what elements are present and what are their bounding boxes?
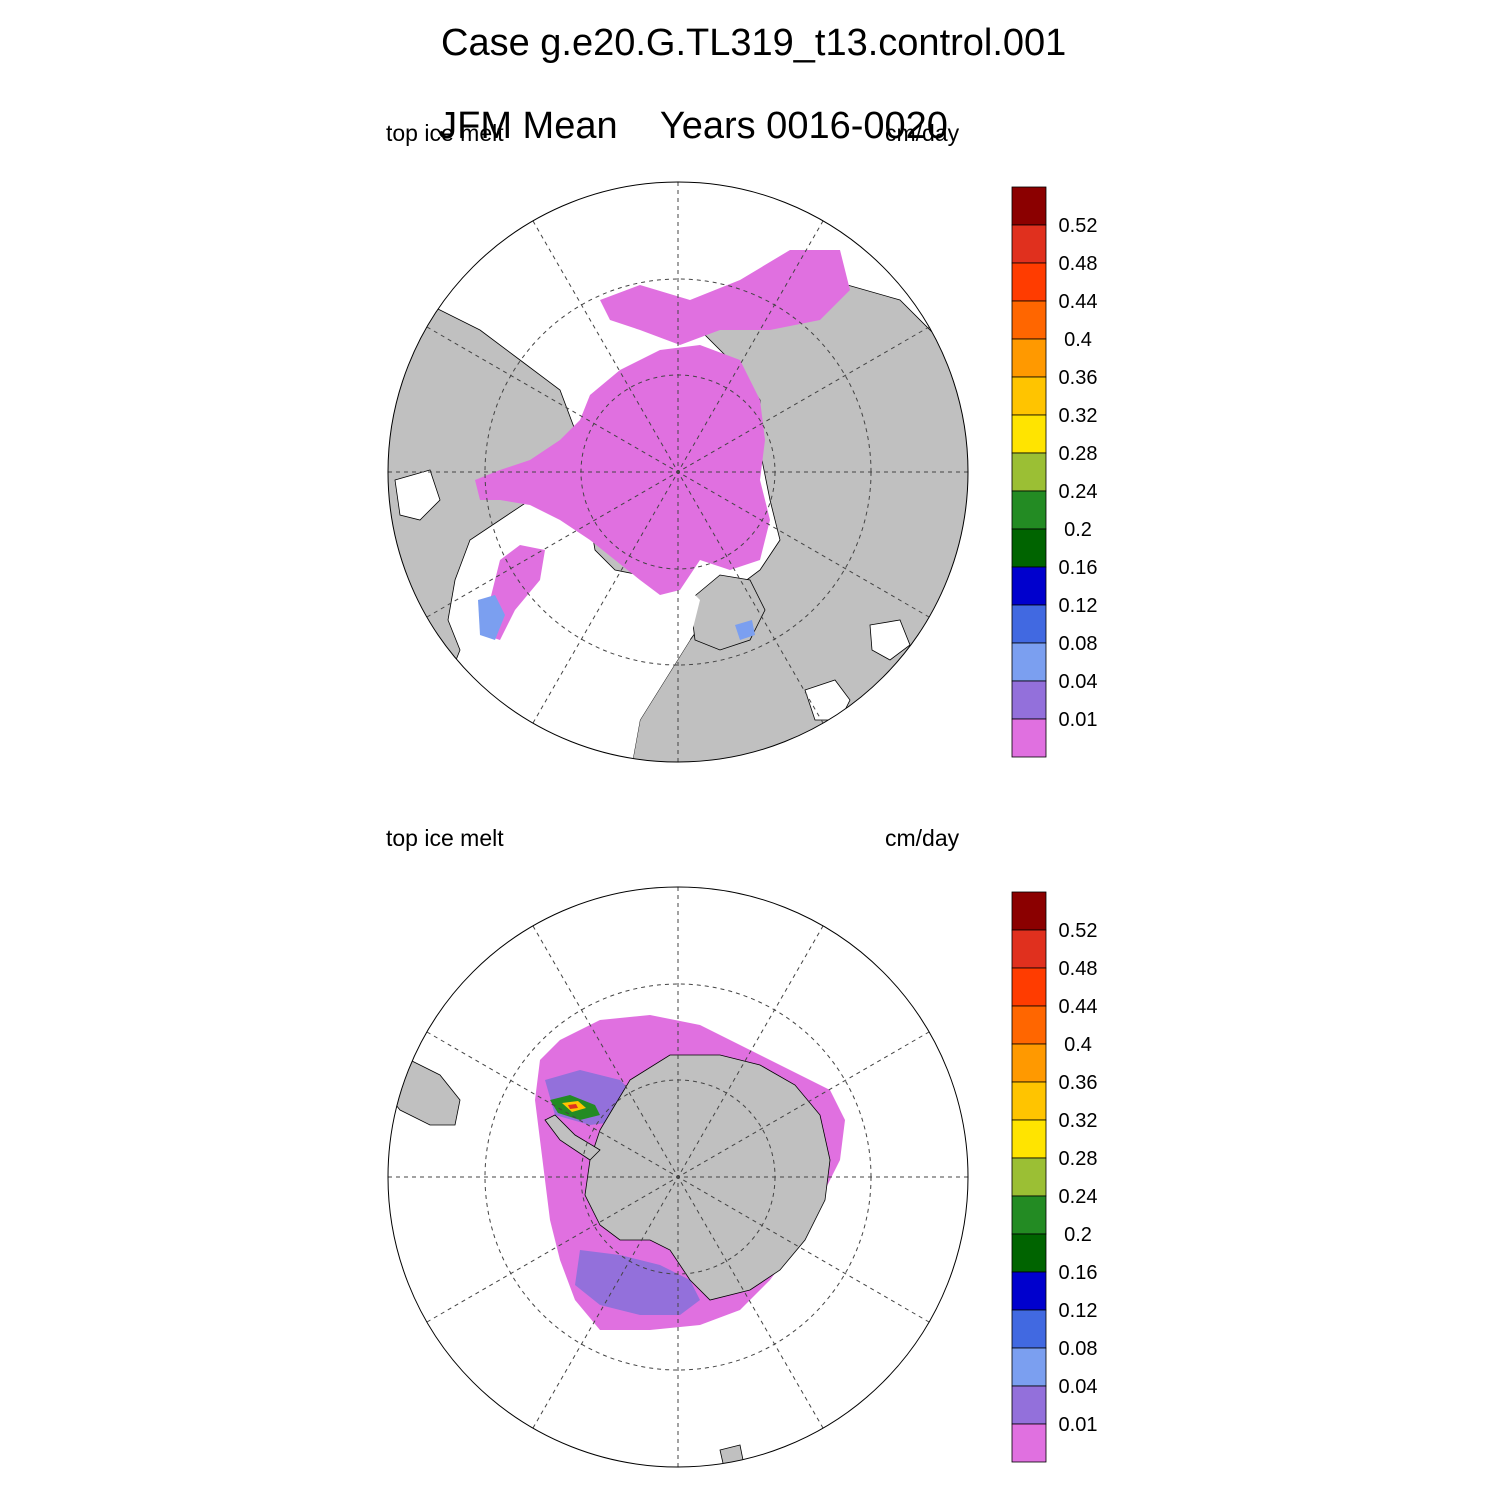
arctic-colorbar-label: 0.12 xyxy=(1059,595,1098,617)
antarctic-colorbar-box xyxy=(1011,1423,1047,1463)
arctic-colorbar-label: 0.16 xyxy=(1059,557,1098,579)
years-label: Years 0016-0020 xyxy=(659,105,948,147)
antarctic-colorbar-box xyxy=(1011,929,1047,969)
arctic-asia-lake xyxy=(869,619,911,661)
antarctic-colorbar-box xyxy=(1011,1043,1047,1083)
arctic-colorbar-box xyxy=(1011,452,1047,492)
antarctic-colorbar-box xyxy=(1011,1385,1047,1425)
arctic-colorbar-box xyxy=(1011,642,1047,682)
antarctic-colorbar-label: 0.01 xyxy=(1059,1414,1098,1436)
arctic-colorbar-label: 0.2 xyxy=(1064,519,1092,541)
arctic-colorbar-label: 0.08 xyxy=(1059,633,1098,655)
plot-case-title: Case g.e20.G.TL319_t13.control.001 xyxy=(441,22,1067,64)
antarctic-weddell-melt xyxy=(575,1250,700,1315)
arctic-sea-ice xyxy=(475,345,770,595)
antarctic-colorbar-box xyxy=(1011,967,1047,1007)
antarctic-graticule xyxy=(388,887,968,1467)
arctic-colorbar-label: 0.36 xyxy=(1059,367,1098,389)
antarctic-colorbar-box xyxy=(1011,1005,1047,1045)
antarctic-units-label: cm/day xyxy=(885,825,960,851)
antarctic-colorbar-box xyxy=(1011,1271,1047,1311)
antarctic-colorbar-box xyxy=(1011,1233,1047,1273)
arctic-colorbar-box xyxy=(1011,680,1047,720)
arctic-colorbar-label: 0.44 xyxy=(1059,291,1098,313)
antarctic-colorbar-label: 0.28 xyxy=(1059,1148,1098,1170)
antarctic-colorbar-label: 0.48 xyxy=(1059,958,1098,980)
arctic-colorbar-label: 0.24 xyxy=(1059,481,1098,503)
arctic-colorbar: 0.52 0.48 0.44 0.4 0.36 0.32 0.28 0.24 0.2 0.16 0.… xyxy=(1011,186,1098,758)
arctic-colorbar-label: 0.04 xyxy=(1059,671,1098,693)
arctic-hudson-bay xyxy=(394,469,441,521)
arctic-colorbar-box xyxy=(1011,300,1047,340)
arctic-map xyxy=(387,181,969,763)
arctic-colorbar-box xyxy=(1011,414,1047,454)
antarctic-peninsula xyxy=(544,1114,601,1161)
arctic-colorbar-box xyxy=(1011,566,1047,606)
arctic-colorbar-label: 0.48 xyxy=(1059,253,1098,275)
antarctic-colorbar-label: 0.2 xyxy=(1064,1224,1092,1246)
arctic-colorbar-label: 0.4 xyxy=(1064,329,1092,351)
antarctic-colorbar-box xyxy=(1011,1347,1047,1387)
arctic-colorbar-box xyxy=(1011,338,1047,378)
antarctic-colorbar-box xyxy=(1011,1195,1047,1235)
antarctic-colorbar: 0.52 0.48 0.44 0.4 0.36 0.32 0.28 0.24 0.2 0.16 0.… xyxy=(1011,891,1098,1463)
antarctic-variable-label: top ice melt xyxy=(386,825,504,851)
arctic-colorbar-box xyxy=(1011,224,1047,264)
antarctic-colorbar-box xyxy=(1011,1157,1047,1197)
antarctic-colorbar-label: 0.04 xyxy=(1059,1376,1098,1398)
arctic-colorbar-box xyxy=(1011,262,1047,302)
arctic-melt-edge xyxy=(478,595,505,640)
antarctic-colorbar-label: 0.32 xyxy=(1059,1110,1098,1132)
arctic-colorbar-label: 0.32 xyxy=(1059,405,1098,427)
arctic-variable-label: top ice melt xyxy=(386,120,504,146)
arctic-colorbar-box xyxy=(1011,490,1047,530)
antarctic-colorbar-label: 0.24 xyxy=(1059,1186,1098,1208)
plot-period-title: JFM Mean Years 0016-0020 xyxy=(417,69,948,145)
arctic-colorbar-box xyxy=(1011,186,1047,226)
arctic-colorbar-box xyxy=(1011,376,1047,416)
antarctic-colorbar-box xyxy=(1011,1119,1047,1159)
arctic-colorbar-box xyxy=(1011,604,1047,644)
arctic-colorbar-label: 0.52 xyxy=(1059,215,1098,237)
antarctic-colorbar-box xyxy=(1011,1081,1047,1121)
arctic-colorbar-box xyxy=(1011,528,1047,568)
arctic-melt-edge-baltic xyxy=(735,620,755,640)
arctic-colorbar-label: 0.01 xyxy=(1059,709,1098,731)
antarctic-colorbar-label: 0.16 xyxy=(1059,1262,1098,1284)
antarctic-colorbar-label: 0.52 xyxy=(1059,920,1098,942)
period-label: JFM Mean xyxy=(438,105,618,147)
arctic-colorbar-label: 0.28 xyxy=(1059,443,1098,465)
antarctic-colorbar-label: 0.36 xyxy=(1059,1072,1098,1094)
antarctic-colorbar-box xyxy=(1011,1309,1047,1349)
antarctic-colorbar-label: 0.4 xyxy=(1064,1034,1092,1056)
antarctic-map xyxy=(387,886,969,1468)
antarctic-high-melt-red xyxy=(568,1104,578,1109)
antarctic-colorbar-label: 0.12 xyxy=(1059,1300,1098,1322)
arctic-sea-ice-pacific xyxy=(600,250,850,345)
arctic-graticule xyxy=(388,182,968,762)
antarctic-land-antarctica xyxy=(584,1054,831,1301)
arctic-colorbar-box xyxy=(1011,718,1047,758)
arctic-north-atlantic xyxy=(500,560,700,762)
antarctic-colorbar-box xyxy=(1011,891,1047,931)
arctic-units-label: cm/day xyxy=(885,120,960,146)
antarctic-colorbar-label: 0.44 xyxy=(1059,996,1098,1018)
antarctic-colorbar-label: 0.08 xyxy=(1059,1338,1098,1360)
